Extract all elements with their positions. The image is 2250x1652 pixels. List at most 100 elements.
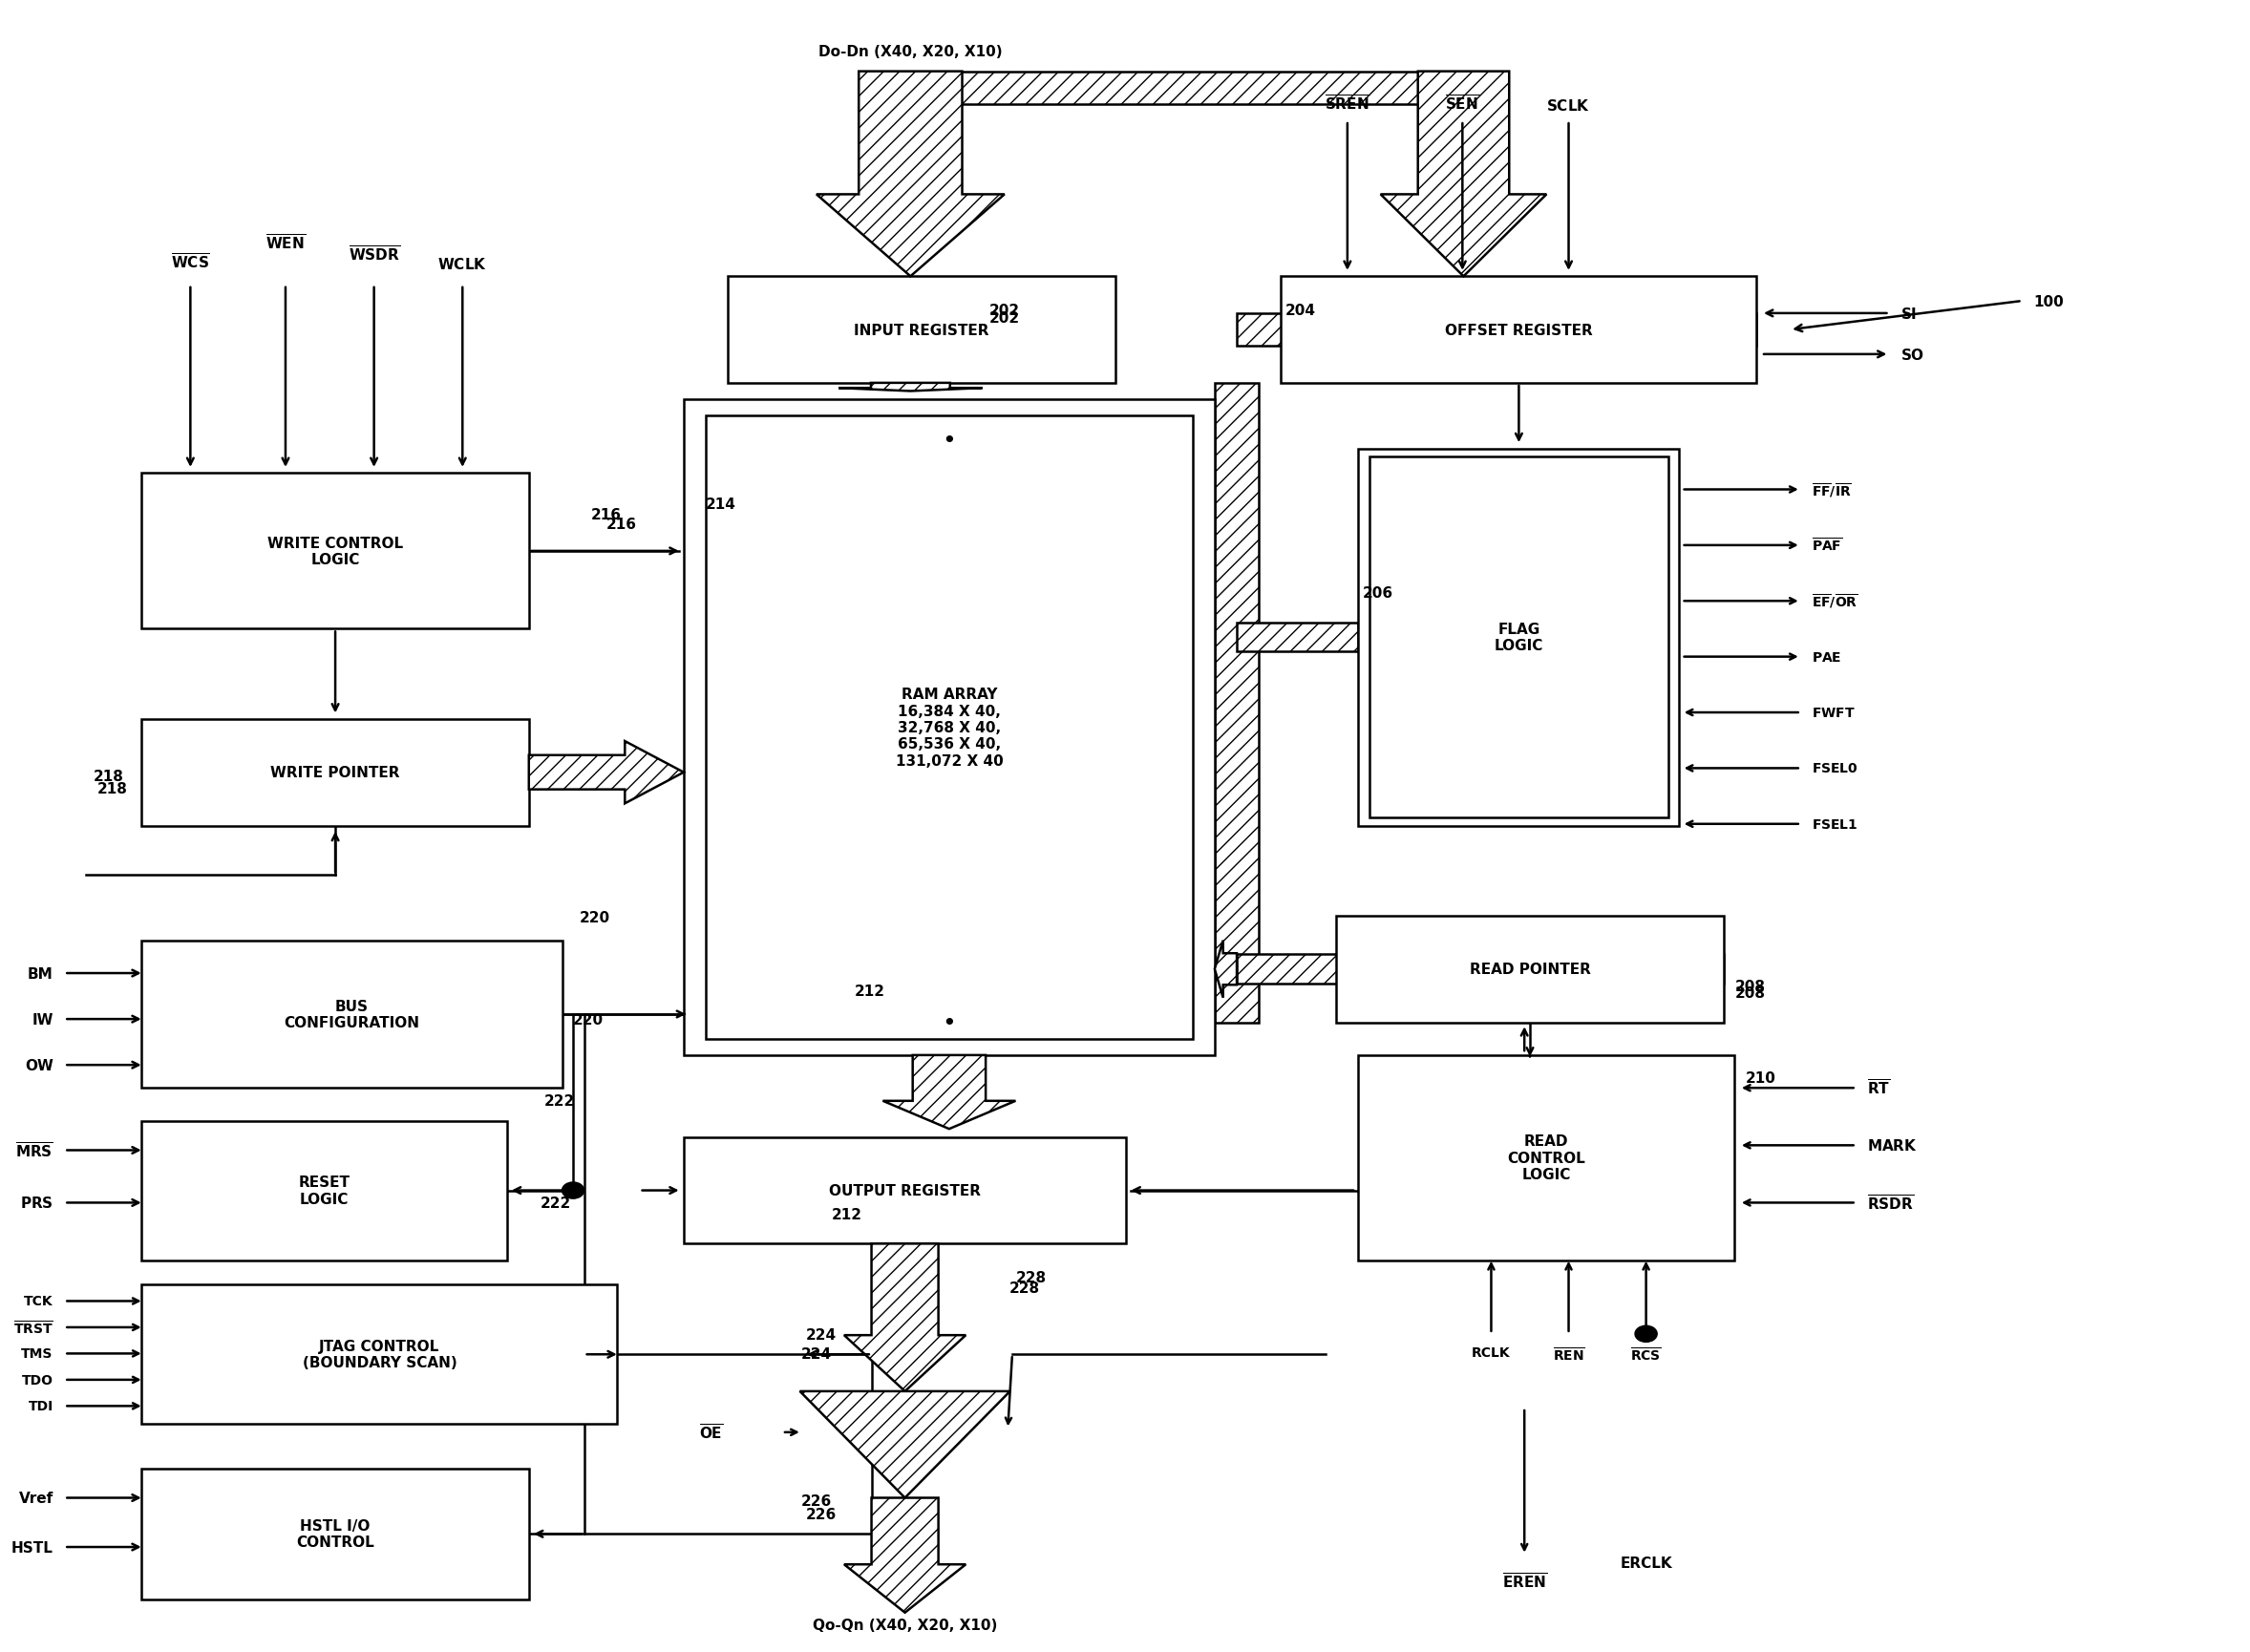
Bar: [142, 720, 529, 826]
Text: $\mathbf{PRS}$: $\mathbf{PRS}$: [20, 1196, 54, 1211]
Text: TMS: TMS: [20, 1346, 54, 1360]
Bar: [142, 474, 529, 629]
Text: INPUT REGISTER: INPUT REGISTER: [855, 324, 990, 337]
Text: 224: 224: [801, 1346, 832, 1361]
Text: 212: 212: [855, 983, 884, 998]
Text: $\mathbf{WCLK}$: $\mathbf{WCLK}$: [439, 256, 488, 273]
Text: 220: 220: [574, 1013, 603, 1026]
Text: $\overline{\mathbf{WSDR}}$: $\overline{\mathbf{WSDR}}$: [349, 244, 400, 264]
Text: 100: 100: [2034, 294, 2063, 309]
Text: $\overline{\mathbf{OE}}$: $\overline{\mathbf{OE}}$: [700, 1422, 724, 1442]
Text: 218: 218: [92, 770, 124, 785]
Text: TCK: TCK: [25, 1295, 54, 1308]
Text: $\mathbf{SO}$: $\mathbf{SO}$: [1901, 347, 1924, 362]
Bar: [142, 1469, 529, 1599]
Polygon shape: [882, 1056, 1015, 1130]
Text: $\mathbf{PAE}$: $\mathbf{PAE}$: [1811, 651, 1843, 664]
Text: 202: 202: [990, 311, 1019, 325]
Text: WRITE CONTROL
LOGIC: WRITE CONTROL LOGIC: [268, 535, 403, 567]
Text: HSTL I/O
CONTROL: HSTL I/O CONTROL: [297, 1518, 374, 1550]
Text: OW: OW: [25, 1057, 54, 1072]
Text: 208: 208: [1735, 986, 1764, 1001]
Circle shape: [1636, 1327, 1656, 1341]
Text: 218: 218: [97, 781, 128, 796]
Text: $\overline{\mathbf{SEN}}$: $\overline{\mathbf{SEN}}$: [1444, 94, 1481, 112]
Text: HSTL: HSTL: [11, 1540, 54, 1555]
Text: RESET
LOGIC: RESET LOGIC: [299, 1175, 351, 1206]
Bar: [706, 416, 1192, 1039]
Text: Do-Dn (X40, X20, X10): Do-Dn (X40, X20, X10): [819, 45, 1004, 59]
Bar: [684, 1137, 1127, 1244]
Bar: [1370, 458, 1667, 818]
Text: ERCLK: ERCLK: [1620, 1555, 1672, 1569]
Text: $\mathbf{FWFT}$: $\mathbf{FWFT}$: [1811, 707, 1856, 720]
Text: $\overline{\mathbf{RT}}$: $\overline{\mathbf{RT}}$: [1868, 1079, 1890, 1099]
Bar: [142, 1285, 617, 1424]
Text: 224: 224: [806, 1327, 837, 1341]
Text: TDI: TDI: [29, 1399, 54, 1412]
Text: OFFSET REGISTER: OFFSET REGISTER: [1444, 324, 1593, 337]
Text: $\overline{\mathbf{EREN}}$: $\overline{\mathbf{EREN}}$: [1501, 1571, 1548, 1591]
Text: READ POINTER: READ POINTER: [1469, 961, 1591, 976]
Text: $\overline{\mathbf{REN}}$: $\overline{\mathbf{REN}}$: [1552, 1345, 1584, 1363]
Text: Qo-Qn (X40, X20, X10): Qo-Qn (X40, X20, X10): [812, 1617, 997, 1632]
Polygon shape: [844, 1244, 965, 1391]
Text: $\mathbf{FSEL0}$: $\mathbf{FSEL0}$: [1811, 762, 1858, 775]
Text: 222: 222: [544, 1094, 576, 1108]
Text: JTAG CONTROL
(BOUNDARY SCAN): JTAG CONTROL (BOUNDARY SCAN): [302, 1340, 457, 1370]
Text: 214: 214: [706, 497, 736, 512]
Bar: [1336, 917, 1723, 1023]
Text: 220: 220: [580, 910, 610, 925]
Bar: [729, 278, 1116, 383]
Polygon shape: [799, 1391, 1010, 1498]
Text: FLAG
LOGIC: FLAG LOGIC: [1494, 623, 1544, 653]
Text: BUS
CONFIGURATION: BUS CONFIGURATION: [284, 999, 421, 1029]
Bar: [1359, 1056, 1735, 1260]
Bar: [1215, 383, 1260, 1023]
Text: $\overline{\mathbf{RSDR}}$: $\overline{\mathbf{RSDR}}$: [1868, 1193, 1915, 1213]
Text: Vref: Vref: [18, 1490, 54, 1505]
Text: 226: 226: [801, 1493, 832, 1508]
Bar: [142, 1122, 506, 1260]
Bar: [1238, 314, 1757, 347]
Bar: [911, 73, 1462, 106]
Bar: [142, 940, 562, 1089]
Text: RAM ARRAY
16,384 X 40,
32,768 X 40,
65,536 X 40,
131,072 X 40: RAM ARRAY 16,384 X 40, 32,768 X 40, 65,5…: [896, 687, 1004, 768]
Text: 228: 228: [1008, 1280, 1040, 1295]
Text: $\mathbf{SCLK}$: $\mathbf{SCLK}$: [1546, 97, 1591, 112]
Text: OUTPUT REGISTER: OUTPUT REGISTER: [828, 1183, 981, 1198]
Text: READ
CONTROL
LOGIC: READ CONTROL LOGIC: [1508, 1133, 1586, 1181]
Text: 216: 216: [592, 507, 621, 522]
Text: WRITE POINTER: WRITE POINTER: [270, 765, 400, 780]
Text: $\overline{\mathbf{TRST}}$: $\overline{\mathbf{TRST}}$: [14, 1318, 54, 1336]
Text: IW: IW: [32, 1013, 54, 1026]
Text: •: •: [943, 430, 956, 453]
Polygon shape: [529, 742, 684, 805]
Text: $\overline{\mathbf{MRS}}$: $\overline{\mathbf{MRS}}$: [16, 1142, 54, 1160]
Text: •: •: [943, 1011, 956, 1034]
Polygon shape: [839, 383, 983, 392]
Bar: [1238, 955, 1724, 985]
Circle shape: [562, 1183, 585, 1199]
Text: RCLK: RCLK: [1472, 1345, 1510, 1360]
Text: $\mathbf{MARK}$: $\mathbf{MARK}$: [1868, 1138, 1917, 1153]
Polygon shape: [1215, 940, 1238, 998]
Bar: [684, 400, 1215, 1056]
Text: 212: 212: [832, 1208, 862, 1221]
Text: 206: 206: [1363, 585, 1393, 600]
Bar: [1280, 278, 1757, 383]
Text: $\mathbf{SI}$: $\mathbf{SI}$: [1901, 306, 1917, 322]
Text: 216: 216: [605, 517, 637, 532]
Text: 202: 202: [990, 304, 1019, 317]
Bar: [1359, 449, 1678, 826]
Text: $\overline{\mathbf{WEN}}$: $\overline{\mathbf{WEN}}$: [266, 233, 306, 253]
Text: $\overline{\mathbf{EF}}$/$\overline{\mathbf{OR}}$: $\overline{\mathbf{EF}}$/$\overline{\mat…: [1811, 593, 1858, 610]
Text: 210: 210: [1746, 1070, 1775, 1085]
Text: TDO: TDO: [22, 1373, 54, 1386]
Text: 228: 228: [1015, 1270, 1046, 1285]
Text: $\overline{\mathbf{FF}}$/$\overline{\mathbf{IR}}$: $\overline{\mathbf{FF}}$/$\overline{\mat…: [1811, 481, 1852, 499]
Text: $\overline{\mathbf{PAF}}$: $\overline{\mathbf{PAF}}$: [1811, 537, 1843, 555]
Text: 208: 208: [1735, 980, 1764, 993]
Polygon shape: [844, 1498, 965, 1612]
Polygon shape: [817, 73, 1004, 278]
